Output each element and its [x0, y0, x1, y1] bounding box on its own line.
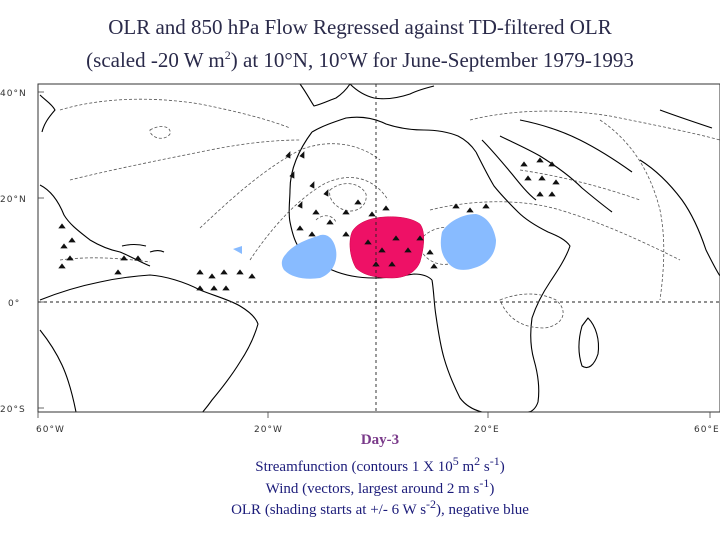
wind-vector-group-east: [452, 157, 560, 213]
lon-label-20e: 20°E: [474, 425, 500, 435]
cap1-post: ): [499, 459, 505, 475]
cap2-post: ): [489, 481, 495, 497]
lon-label-60w: 60°W: [36, 425, 65, 435]
cap3-post: ), negative blue: [436, 502, 529, 518]
caption-wind: Wind (vectors, largest around 2 m s-1): [0, 476, 720, 499]
cap1-sup2: 2: [474, 454, 481, 468]
title-line2-pre: (scaled -20 W m: [86, 48, 225, 72]
caption-streamfunction: Streamfunction (contours 1 X 105 m2 s-1): [0, 454, 720, 477]
cap1-pre: Streamfunction (contours 1 X 10: [255, 459, 453, 475]
cap2-pre: Wind (vectors, largest around 2 m s: [265, 481, 480, 497]
lon-label-60e: 60°E: [694, 425, 720, 435]
cap1-mid: m: [458, 459, 475, 475]
caption-day: Day-3: [360, 432, 400, 448]
cap3-pre: OLR (shading starts at +/- 6 W s: [231, 502, 427, 518]
map-frame: [37, 83, 720, 413]
lat-label-20s: 20°S: [0, 405, 26, 415]
wind-vector-group-center: [285, 151, 438, 269]
cap1-mid2: s: [480, 459, 490, 475]
caption-olr: OLR (shading starts at +/- 6 W s-2), neg…: [0, 497, 720, 520]
title-line2-post: ) at 10°N, 10°W for June-September 1979-…: [230, 48, 634, 72]
chart-title-line1: OLR and 850 hPa Flow Regressed against T…: [108, 15, 612, 39]
lon-label-20w: 20°W: [254, 425, 283, 435]
lat-label-0: 0°: [8, 299, 20, 309]
regression-map: 40°N 20°N 0° 20°S 60°W 20°W 20°E 60°E: [0, 83, 720, 435]
olr-positive-shading: [349, 216, 424, 279]
olr-negative-shading-small: [233, 246, 242, 254]
lon-ticks: [37, 412, 711, 418]
cap3-sup: -2: [426, 497, 437, 511]
title-line2-sup: 2: [224, 48, 231, 62]
lat-label-40n: 40°N: [0, 89, 27, 99]
olr-negative-shading-west: [281, 234, 337, 279]
cap1-sup3: -1: [489, 454, 500, 468]
cap1-sup1: 5: [452, 454, 459, 468]
lat-label-20n: 20°N: [0, 195, 27, 205]
cap2-sup: -1: [479, 476, 490, 490]
olr-negative-shading-east: [440, 214, 496, 270]
wind-vector-group-west: [58, 223, 256, 291]
chart-title-line2: (scaled -20 W m2) at 10°N, 10°W for June…: [0, 45, 720, 75]
wind-vectors: [58, 151, 560, 291]
